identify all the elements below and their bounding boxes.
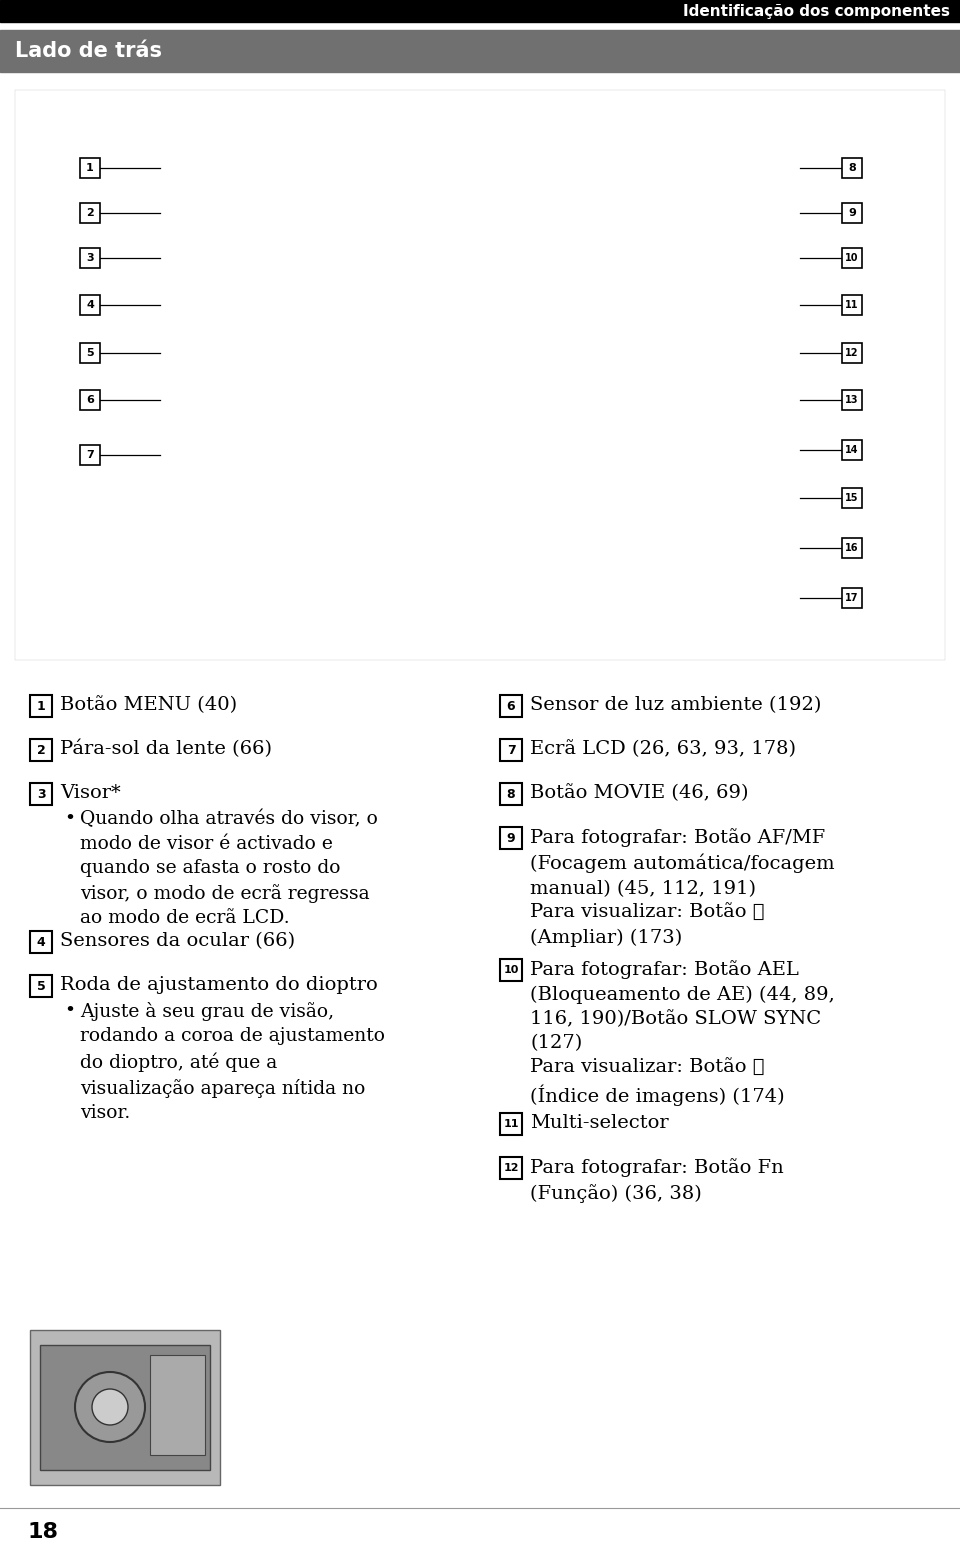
Bar xyxy=(842,343,862,363)
Text: 9: 9 xyxy=(848,209,856,218)
Text: 3: 3 xyxy=(36,788,45,800)
Text: 10: 10 xyxy=(845,252,859,263)
Text: 16: 16 xyxy=(845,543,859,553)
Text: 14: 14 xyxy=(845,445,859,455)
Text: Para fotografar: Botão AEL
(Bloqueamento de AE) (44, 89,
116, 190)/Botão SLOW SY: Para fotografar: Botão AEL (Bloqueamento… xyxy=(530,961,835,1105)
Text: Ajuste à seu grau de visão,
rodando a coroa de ajustamento
do dioptro, até que a: Ajuste à seu grau de visão, rodando a co… xyxy=(80,1003,385,1123)
Text: 10: 10 xyxy=(503,965,518,975)
Bar xyxy=(80,343,100,363)
Bar xyxy=(30,783,52,805)
Bar xyxy=(80,445,100,466)
Bar xyxy=(15,90,945,660)
Bar xyxy=(30,1330,220,1485)
Bar xyxy=(80,389,100,409)
Bar xyxy=(30,740,52,761)
Text: Lado de trás: Lado de trás xyxy=(15,40,162,61)
Bar xyxy=(842,294,862,315)
Bar xyxy=(500,694,522,718)
Text: Para fotografar: Botão Fn
(Função) (36, 38): Para fotografar: Botão Fn (Função) (36, … xyxy=(530,1158,783,1202)
Bar xyxy=(842,157,862,177)
Bar xyxy=(842,202,862,223)
Text: Ecrã LCD (26, 63, 93, 178): Ecrã LCD (26, 63, 93, 178) xyxy=(530,740,796,758)
Text: Sensor de luz ambiente (192): Sensor de luz ambiente (192) xyxy=(530,696,822,715)
Text: 18: 18 xyxy=(28,1523,59,1541)
Bar xyxy=(500,783,522,805)
Text: 5: 5 xyxy=(86,349,94,358)
Bar xyxy=(30,931,52,953)
Text: 17: 17 xyxy=(845,593,859,603)
Bar xyxy=(80,248,100,268)
Bar xyxy=(80,157,100,177)
Bar xyxy=(0,30,960,72)
Bar xyxy=(842,539,862,557)
Text: 5: 5 xyxy=(36,979,45,992)
Text: Identificação dos componentes: Identificação dos componentes xyxy=(683,3,950,19)
Text: 8: 8 xyxy=(507,788,516,800)
Bar xyxy=(80,294,100,315)
Text: Botão MENU (40): Botão MENU (40) xyxy=(60,696,237,715)
Text: 6: 6 xyxy=(507,699,516,713)
Bar xyxy=(500,740,522,761)
Bar xyxy=(500,959,522,981)
Text: 3: 3 xyxy=(86,252,94,263)
Bar xyxy=(842,589,862,607)
Text: 1: 1 xyxy=(86,163,94,173)
Text: Quando olha através do visor, o
modo de visor é activado e
quando se afasta o ro: Quando olha através do visor, o modo de … xyxy=(80,810,378,926)
Text: 1: 1 xyxy=(36,699,45,713)
Bar xyxy=(30,694,52,718)
Text: 11: 11 xyxy=(503,1119,518,1129)
Text: 2: 2 xyxy=(86,209,94,218)
Circle shape xyxy=(92,1389,128,1425)
Text: 4: 4 xyxy=(86,301,94,310)
Bar xyxy=(40,1345,210,1470)
Text: 13: 13 xyxy=(845,395,859,405)
Text: 12: 12 xyxy=(503,1163,518,1172)
Bar xyxy=(80,202,100,223)
Text: •: • xyxy=(64,1003,75,1020)
Bar xyxy=(500,1157,522,1179)
Text: Roda de ajustamento do dioptro: Roda de ajustamento do dioptro xyxy=(60,976,377,993)
Bar xyxy=(500,1113,522,1135)
Bar xyxy=(500,827,522,849)
Bar xyxy=(842,248,862,268)
Text: 2: 2 xyxy=(36,744,45,757)
Text: Multi-selector: Multi-selector xyxy=(530,1113,668,1132)
Text: 12: 12 xyxy=(845,349,859,358)
Circle shape xyxy=(75,1372,145,1442)
Text: 9: 9 xyxy=(507,831,516,844)
Bar xyxy=(0,0,960,22)
Text: Para fotografar: Botão AF/MF
(Focagem automática/focagem
manual) (45, 112, 191)
: Para fotografar: Botão AF/MF (Focagem au… xyxy=(530,828,834,947)
Bar xyxy=(30,975,52,996)
Text: 6: 6 xyxy=(86,395,94,405)
Text: Botão MOVIE (46, 69): Botão MOVIE (46, 69) xyxy=(530,785,749,802)
Text: Visor*: Visor* xyxy=(60,785,121,802)
Bar xyxy=(150,1355,205,1454)
Text: Pára-sol da lente (66): Pára-sol da lente (66) xyxy=(60,740,272,758)
Text: 8: 8 xyxy=(848,163,856,173)
Text: •: • xyxy=(64,810,75,828)
Text: 11: 11 xyxy=(845,301,859,310)
Text: Sensores da ocular (66): Sensores da ocular (66) xyxy=(60,933,295,950)
Text: 15: 15 xyxy=(845,494,859,503)
Bar xyxy=(842,487,862,508)
Bar xyxy=(842,441,862,459)
Text: 7: 7 xyxy=(86,450,94,459)
Bar xyxy=(842,389,862,409)
Text: 4: 4 xyxy=(36,936,45,948)
Text: 7: 7 xyxy=(507,744,516,757)
